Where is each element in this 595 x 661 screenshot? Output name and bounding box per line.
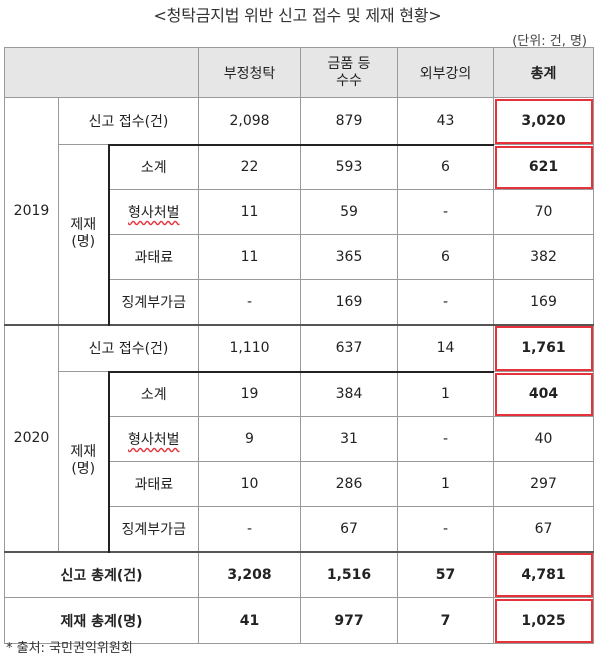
header-gifts: 금품 등 수수 <box>300 47 399 98</box>
year-2020: 2020 <box>4 323 59 552</box>
cell: 31 <box>300 416 399 462</box>
cell: 67 <box>493 506 595 552</box>
highlighted-total: 3,020 <box>493 97 595 145</box>
highlighted-total: 621 <box>493 144 595 190</box>
cell: 70 <box>493 189 595 235</box>
cell: 1,516 <box>300 550 399 598</box>
highlighted-total: 4,781 <box>493 550 595 598</box>
cell: 7 <box>397 597 495 644</box>
report-label-2020: 신고 접수(건) <box>57 323 200 372</box>
sanction-table: 부정청탁 금품 등 수수 외부강의 총계 2019 신고 접수(건) 2,098 … <box>3 47 595 644</box>
table-title: <청탁금지법 위반 신고 접수 및 제재 현황> <box>153 6 442 25</box>
cell: - <box>397 279 495 325</box>
highlighted-total: 1,761 <box>493 323 595 372</box>
cell: 41 <box>198 597 302 644</box>
cell: 1 <box>397 461 495 507</box>
cell: 11 <box>198 189 302 235</box>
cell: 19 <box>198 370 302 417</box>
cell: 977 <box>300 597 399 644</box>
year-2019: 2019 <box>4 97 59 325</box>
header-lecture: 외부강의 <box>397 47 495 98</box>
cell: 10 <box>198 461 302 507</box>
cell: 57 <box>397 550 495 598</box>
header-total: 총계 <box>493 47 595 98</box>
sanction-label-2019: 제재 (명) <box>58 144 109 325</box>
discipline-label: 징계부가금 <box>107 506 200 552</box>
subtotal-label: 소계 <box>107 143 200 190</box>
source-note: * 출처: 국민권익위원회 <box>6 641 133 656</box>
cell: 382 <box>493 234 595 280</box>
cell: 365 <box>300 234 399 280</box>
cell: 286 <box>300 461 399 507</box>
cell: 297 <box>493 461 595 507</box>
cell: 1,110 <box>198 323 302 372</box>
unit-note: (단위: 건, 명) <box>512 34 587 49</box>
header-solicitation: 부정청탁 <box>198 47 302 98</box>
cell: - <box>397 506 495 552</box>
cell: - <box>198 279 302 325</box>
criminal-label: 형사처벌 <box>107 189 200 235</box>
cell: 384 <box>300 370 399 417</box>
cell: 637 <box>300 323 399 372</box>
cell: 2,098 <box>198 97 302 145</box>
subtotal-label: 소계 <box>107 370 200 417</box>
report-label-2019: 신고 접수(건) <box>57 97 200 145</box>
cell: 67 <box>300 506 399 552</box>
cell: 14 <box>397 323 495 372</box>
cell: 9 <box>198 416 302 462</box>
sanction-total-label: 제재 총계(명) <box>3 597 200 644</box>
cell: 169 <box>493 279 595 325</box>
cell: - <box>397 416 495 462</box>
cell: 879 <box>300 97 399 145</box>
cell: - <box>397 189 495 235</box>
cell: - <box>198 506 302 552</box>
cell: 40 <box>493 416 595 462</box>
cell: 22 <box>198 143 302 190</box>
cell: 11 <box>198 234 302 280</box>
fine-label: 과태료 <box>107 234 200 280</box>
cell: 1 <box>397 370 495 417</box>
cell: 43 <box>397 97 495 145</box>
cell: 169 <box>300 279 399 325</box>
highlighted-total: 404 <box>493 371 595 417</box>
sanction-label-2020: 제재 (명) <box>58 371 109 552</box>
cell: 59 <box>300 189 399 235</box>
cell: 3,208 <box>198 550 302 598</box>
fine-label: 과태료 <box>107 461 200 507</box>
discipline-label: 징계부가금 <box>107 279 200 325</box>
criminal-label: 형사처벌 <box>107 416 200 462</box>
header-corner <box>3 47 200 98</box>
cell: 6 <box>397 234 495 280</box>
cell: 593 <box>300 143 399 190</box>
cell: 6 <box>397 143 495 190</box>
report-total-label: 신고 총계(건) <box>3 550 200 598</box>
highlighted-total: 1,025 <box>493 597 595 644</box>
